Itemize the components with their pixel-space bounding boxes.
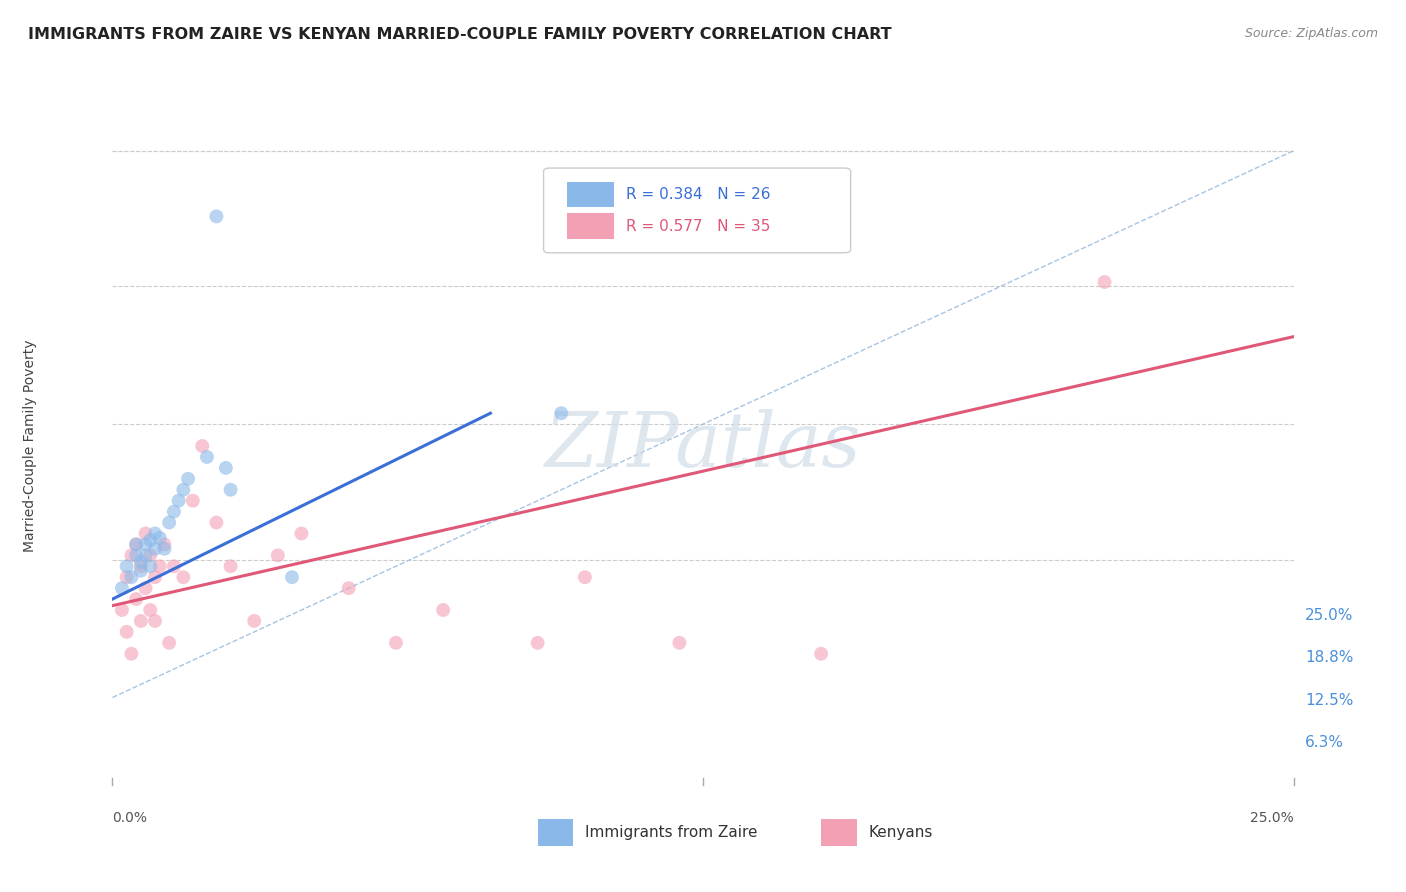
- Point: [129, 555, 152, 569]
- Point: [153, 541, 176, 556]
- Bar: [567, 182, 614, 207]
- Bar: [821, 819, 856, 846]
- Point: [143, 570, 166, 584]
- Point: [125, 549, 148, 563]
- Point: [149, 559, 172, 574]
- Point: [550, 406, 572, 420]
- Point: [810, 647, 832, 661]
- Text: 25.0%: 25.0%: [1250, 811, 1294, 825]
- Bar: [537, 819, 574, 846]
- Text: ZIPatlas: ZIPatlas: [544, 409, 862, 483]
- Point: [125, 537, 148, 551]
- Point: [290, 526, 312, 541]
- Point: [281, 570, 304, 584]
- Point: [267, 549, 290, 563]
- Point: [129, 564, 152, 578]
- Point: [172, 483, 194, 497]
- Point: [385, 636, 408, 650]
- Point: [1094, 275, 1116, 289]
- Point: [143, 526, 166, 541]
- Point: [574, 570, 596, 584]
- Text: R = 0.384   N = 26: R = 0.384 N = 26: [626, 187, 770, 202]
- Point: [139, 549, 162, 563]
- Point: [172, 570, 194, 584]
- Point: [191, 439, 214, 453]
- Text: IMMIGRANTS FROM ZAIRE VS KENYAN MARRIED-COUPLE FAMILY POVERTY CORRELATION CHART: IMMIGRANTS FROM ZAIRE VS KENYAN MARRIED-…: [28, 27, 891, 42]
- Point: [120, 549, 142, 563]
- Text: 0.0%: 0.0%: [112, 811, 148, 825]
- Point: [125, 537, 148, 551]
- Point: [129, 559, 152, 574]
- Point: [115, 570, 138, 584]
- Point: [215, 461, 238, 475]
- Text: 25.0%: 25.0%: [1305, 608, 1354, 623]
- Point: [111, 603, 134, 617]
- Point: [205, 210, 228, 224]
- Point: [149, 531, 172, 545]
- Point: [135, 581, 157, 595]
- Text: Married-Couple Family Poverty: Married-Couple Family Poverty: [22, 340, 37, 552]
- Point: [129, 614, 152, 628]
- Point: [219, 483, 242, 497]
- Point: [243, 614, 266, 628]
- Point: [120, 647, 142, 661]
- Point: [111, 581, 134, 595]
- Point: [143, 614, 166, 628]
- Point: [135, 549, 157, 563]
- Text: R = 0.577   N = 35: R = 0.577 N = 35: [626, 219, 770, 234]
- Point: [668, 636, 690, 650]
- Point: [115, 624, 138, 639]
- Point: [139, 559, 162, 574]
- Point: [153, 537, 176, 551]
- Point: [157, 516, 180, 530]
- Point: [139, 533, 162, 547]
- Point: [157, 636, 180, 650]
- Point: [181, 493, 204, 508]
- Point: [177, 472, 200, 486]
- Point: [167, 493, 190, 508]
- Text: Kenyans: Kenyans: [869, 825, 932, 840]
- Text: 6.3%: 6.3%: [1305, 735, 1344, 750]
- Point: [120, 570, 142, 584]
- Bar: [567, 213, 614, 239]
- Text: Immigrants from Zaire: Immigrants from Zaire: [585, 825, 758, 840]
- Point: [135, 537, 157, 551]
- Point: [195, 450, 218, 464]
- Point: [115, 559, 138, 574]
- FancyBboxPatch shape: [544, 168, 851, 252]
- Point: [205, 516, 228, 530]
- Point: [125, 592, 148, 607]
- Point: [163, 505, 186, 519]
- Text: Source: ZipAtlas.com: Source: ZipAtlas.com: [1244, 27, 1378, 40]
- Point: [163, 559, 186, 574]
- Point: [139, 603, 162, 617]
- Text: 12.5%: 12.5%: [1305, 693, 1354, 707]
- Point: [143, 541, 166, 556]
- Text: 18.8%: 18.8%: [1305, 650, 1354, 665]
- Point: [219, 559, 242, 574]
- Point: [337, 581, 360, 595]
- Point: [432, 603, 454, 617]
- Point: [526, 636, 548, 650]
- Point: [135, 526, 157, 541]
